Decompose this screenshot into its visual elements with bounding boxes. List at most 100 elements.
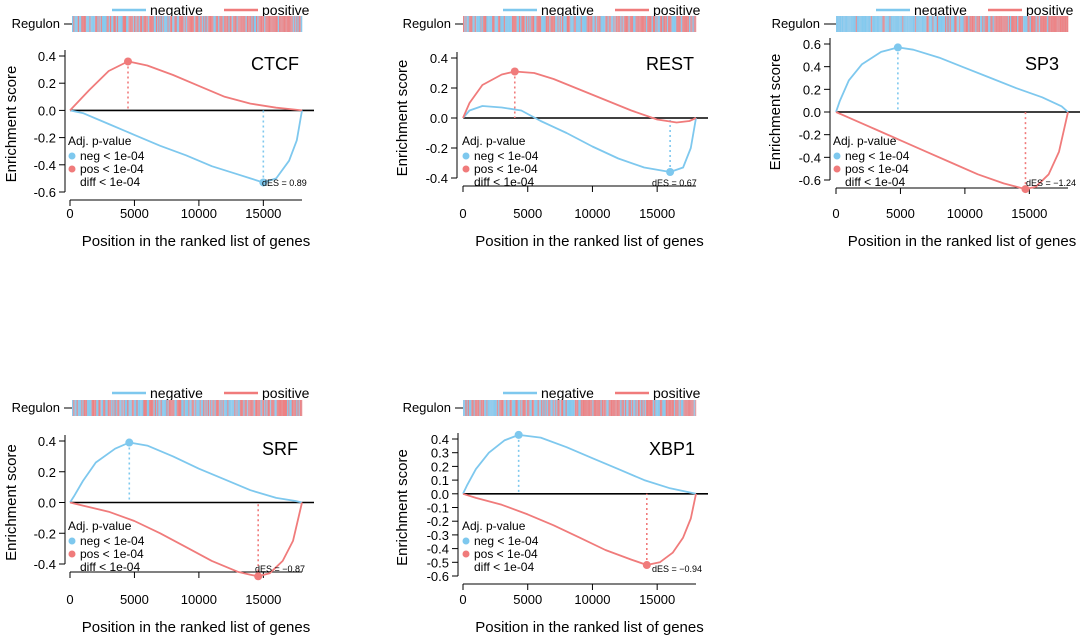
regulon-bar (1047, 16, 1049, 32)
regulon-bar (949, 16, 952, 32)
regulon-bar (637, 400, 640, 416)
regulon-bar (183, 400, 185, 416)
regulon-bar (74, 400, 76, 416)
x-tick-label: 0 (66, 592, 73, 607)
regulon-bar (1065, 16, 1068, 32)
regulon-bar (670, 400, 672, 416)
y-tick-label: -0.4 (799, 150, 821, 165)
pvalue-neg-dot (68, 537, 76, 545)
regulon-bar (916, 16, 918, 32)
regulon-bar (226, 400, 228, 416)
regulon-bar (606, 16, 608, 32)
x-tick-label: 5000 (513, 206, 542, 221)
regulon-bar (539, 400, 542, 416)
regulon-bar (517, 400, 520, 416)
regulon-bar (213, 400, 215, 416)
regulon-bar (293, 16, 296, 32)
regulon-bar (905, 16, 908, 32)
regulon-bar (216, 16, 219, 32)
regulon-bar (507, 400, 509, 416)
pvalue-title: Adj. p-value (462, 519, 526, 533)
regulon-bar (188, 16, 190, 32)
regulon-bar (89, 400, 91, 416)
regulon-bar (534, 16, 536, 32)
regulon-bar (854, 16, 857, 32)
regulon-bar (494, 400, 496, 416)
regulon-bar (135, 16, 137, 32)
regulon-bar (663, 16, 665, 32)
regulon-bar (159, 16, 161, 32)
regulon-bar (1042, 16, 1044, 32)
regulon-bar (260, 16, 263, 32)
y-axis-label: Enrichment score (767, 54, 784, 171)
regulon-bar (506, 400, 508, 416)
regulon-bar (96, 400, 98, 416)
regulon-bar (888, 16, 890, 32)
y-tick-label: -0.2 (34, 131, 56, 146)
regulon-bar (264, 400, 266, 416)
regulon-bar (687, 16, 690, 32)
regulon-bar (465, 400, 467, 416)
regulon-bar (98, 16, 100, 32)
regulon-bar (852, 16, 854, 32)
peak-marker-positive (1021, 185, 1030, 194)
regulon-bar (221, 400, 223, 416)
regulon-bar (631, 400, 634, 416)
regulon-bar (480, 400, 482, 416)
regulon-bar (297, 400, 299, 416)
regulon-bar (262, 16, 265, 32)
peak-marker-negative (125, 438, 134, 447)
regulon-bar (104, 400, 106, 416)
regulon-bar (990, 16, 992, 32)
regulon-bar (595, 16, 598, 32)
chart-title: XBP1 (649, 439, 695, 459)
regulon-bar (849, 16, 852, 32)
regulon-bar (629, 400, 632, 416)
regulon-bar (235, 400, 237, 416)
regulon-bar (290, 16, 292, 32)
regulon-bar (1040, 16, 1042, 32)
regulon-bar (651, 16, 654, 32)
regulon-bar (652, 400, 655, 416)
y-tick-label: -0.2 (426, 141, 448, 156)
regulon-bar (940, 16, 942, 32)
regulon-bar (252, 400, 254, 416)
regulon-bar (642, 400, 644, 416)
y-tick-label: 0.2 (803, 82, 821, 97)
regulon-bar (635, 400, 637, 416)
regulon-bar (77, 400, 80, 416)
peak-marker-positive (254, 572, 263, 581)
regulon-bar (521, 400, 523, 416)
regulon-bar (1029, 16, 1032, 32)
regulon-bar (106, 400, 108, 416)
regulon-bar (848, 16, 851, 32)
regulon-bar (947, 16, 949, 32)
regulon-bar (569, 16, 571, 32)
regulon-bar (509, 400, 512, 416)
regulon-bar (503, 400, 506, 416)
regulon-bar (83, 400, 85, 416)
regulon-bar (1045, 16, 1048, 32)
regulon-bar (563, 16, 565, 32)
regulon-bar (494, 16, 496, 32)
regulon-bar (256, 400, 258, 416)
regulon-bar (577, 400, 579, 416)
regulon-bar (80, 16, 82, 32)
regulon-bar (643, 400, 646, 416)
regulon-bar (517, 16, 520, 32)
regulon-bar (523, 16, 526, 32)
regulon-bar (207, 16, 210, 32)
regulon-bar (931, 16, 933, 32)
regulon-bar (280, 400, 282, 416)
regulon-bar (1057, 16, 1060, 32)
regulon-bar (239, 16, 242, 32)
regulon-bar (633, 400, 635, 416)
regulon-bar (836, 16, 838, 32)
pvalue-neg-dot (68, 152, 76, 160)
regulon-bar (531, 400, 534, 416)
regulon-bar (840, 16, 843, 32)
regulon-bar (589, 400, 592, 416)
legend-negative-label: negative (541, 385, 594, 401)
regulon-bar (493, 400, 495, 416)
regulon-bar (917, 16, 919, 32)
